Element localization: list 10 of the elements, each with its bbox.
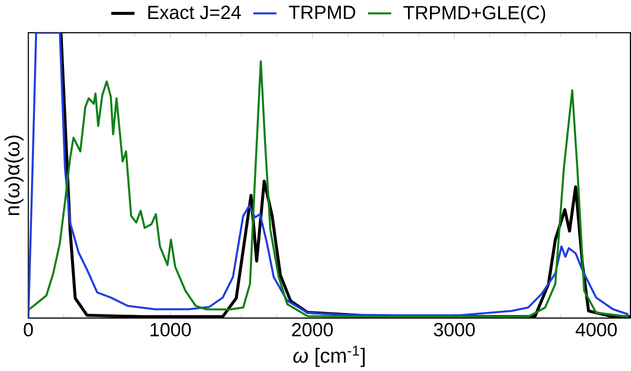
legend-label: TRPMD+GLE(C) [404, 5, 546, 23]
x-tick-label: 4000 [576, 322, 617, 336]
legend-label: Exact J=24 [148, 5, 241, 19]
y-axis-title: n(ω)α(ω) [4, 135, 24, 215]
x-axis-title: ω [cm$^{-1}$] [293, 346, 365, 367]
legend-label: TRPMD [288, 6, 356, 19]
x-tick-label: 2000 [292, 322, 333, 336]
x-tick-label: 1000 [150, 322, 191, 336]
x-tick-label: 0 [24, 322, 33, 336]
x-tick-label: 3000 [434, 322, 475, 336]
